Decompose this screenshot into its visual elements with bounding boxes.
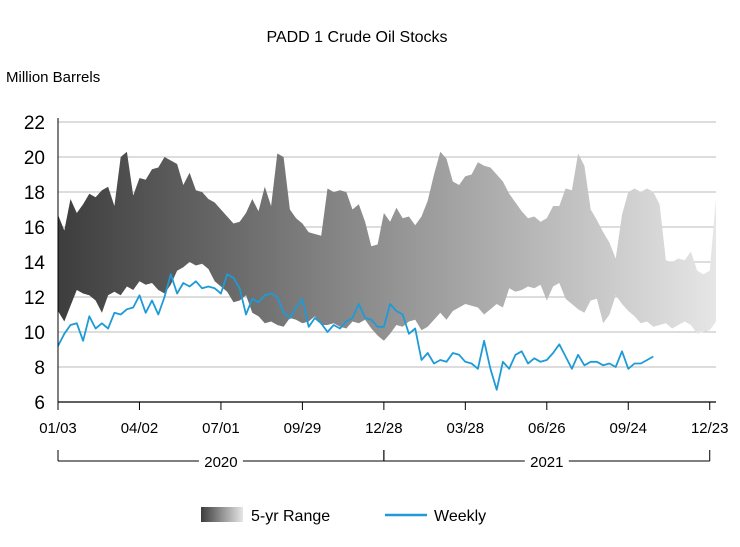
year-group-axis: 2020 2021 xyxy=(57,450,711,471)
x-tick-label: 12/28 xyxy=(365,420,403,437)
weekly-line-layer xyxy=(57,273,654,391)
chart-title: PADD 1 Crude Oil Stocks xyxy=(266,29,447,46)
y-tick-label: 10 xyxy=(24,323,45,344)
year-label: 2020 xyxy=(204,454,237,471)
x-tick-label: 09/24 xyxy=(609,420,647,437)
y-tick-label: 6 xyxy=(34,393,45,414)
legend-swatch-range xyxy=(201,507,243,522)
y-axis-label: Million Barrels xyxy=(6,69,100,86)
legend-label-weekly: Weekly xyxy=(434,508,486,525)
x-tick-label: 04/02 xyxy=(121,420,159,437)
y-tick-label: 18 xyxy=(24,183,45,204)
y-tick-label: 14 xyxy=(24,253,46,274)
y-tick-label: 12 xyxy=(24,288,45,309)
x-tick-label: 12/23 xyxy=(691,420,729,437)
x-tick-label: 09/29 xyxy=(284,420,322,437)
range-band xyxy=(58,151,716,341)
y-tick-labels: 6 8 10 12 14 16 18 20 22 xyxy=(24,113,46,414)
weekly-line xyxy=(57,273,654,391)
x-tick-label: 01/03 xyxy=(39,420,77,437)
y-tick-label: 22 xyxy=(24,113,45,134)
x-tick-label: 06/26 xyxy=(528,420,566,437)
legend: 5-yr Range Weekly xyxy=(201,507,486,525)
x-tick-label: 03/28 xyxy=(447,420,485,437)
x-axis: 01/03 04/02 07/01 09/29 12/28 03/28 06/26 09/24… xyxy=(39,118,729,437)
legend-label-range: 5-yr Range xyxy=(251,508,330,525)
year-label: 2021 xyxy=(530,454,563,471)
y-tick-label: 20 xyxy=(24,148,45,169)
x-tick-label: 07/01 xyxy=(202,420,240,437)
y-tick-label: 8 xyxy=(34,358,45,379)
y-tick-label: 16 xyxy=(24,218,45,239)
range-band-layer xyxy=(58,151,716,341)
